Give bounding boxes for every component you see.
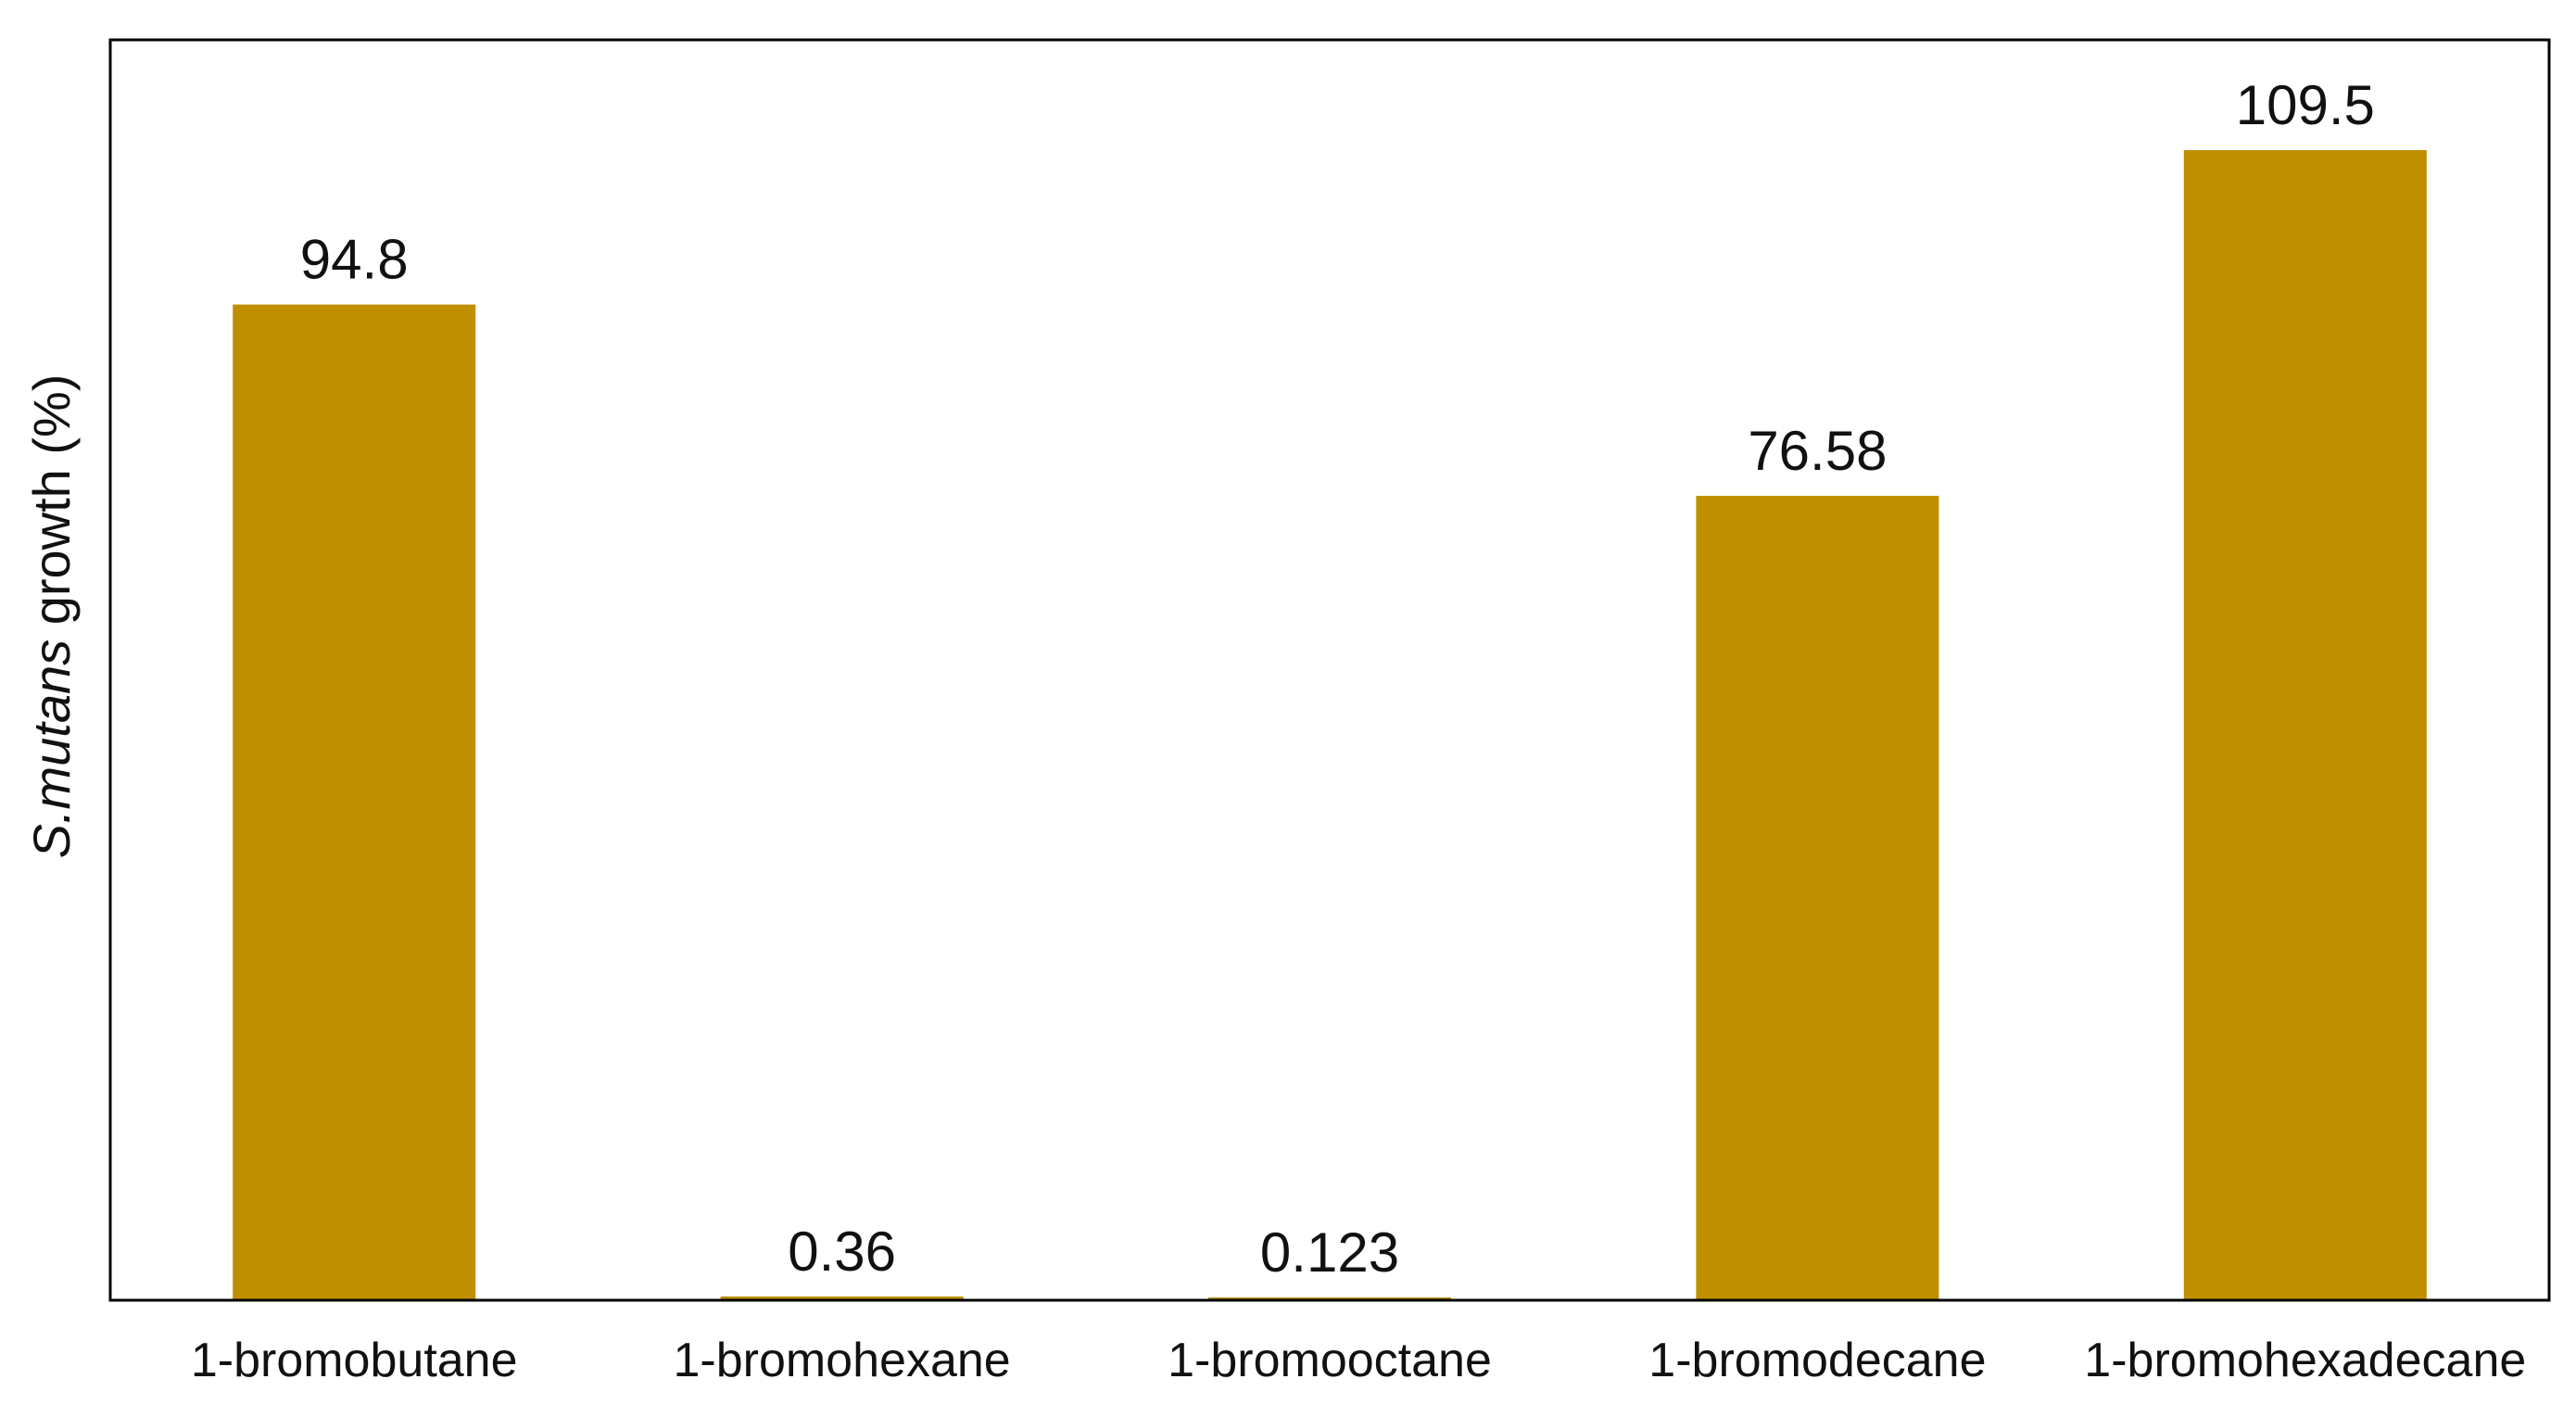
x-tick-label-1-bromohexadecane: 1-bromohexadecane <box>2084 1334 2526 1387</box>
x-tick-label-1-bromohexane: 1-bromohexane <box>673 1334 1010 1387</box>
x-tick-label-1-bromodecane: 1-bromodecane <box>1648 1334 1986 1387</box>
labels-layer: 94.8 1-bromobutane 0.36 1-bromohexane 0.123 1… <box>191 74 2526 1387</box>
plot-frame <box>108 38 2551 1302</box>
x-tick-label-1-bromooctane: 1-bromooctane <box>1168 1334 1492 1387</box>
value-label-1-bromooctane: 0.123 <box>1260 1221 1399 1284</box>
bar-1-bromodecane <box>1696 496 1939 1300</box>
bar-1-bromohexane <box>720 1296 964 1300</box>
bars-layer <box>233 150 2427 1301</box>
y-axis-title: S.mutans growth (%) <box>22 374 81 859</box>
x-tick-label-1-bromobutane: 1-bromobutane <box>191 1334 518 1387</box>
value-label-1-bromodecane: 76.58 <box>1748 420 1887 482</box>
value-label-1-bromobutane: 94.8 <box>300 229 409 291</box>
y-axis-title-italic: S.mutans <box>22 639 81 859</box>
value-label-1-bromohexane: 0.36 <box>788 1221 896 1283</box>
bar-1-bromobutane <box>233 304 476 1301</box>
y-axis-title-rest: growth (%) <box>22 374 81 639</box>
bar-1-bromohexadecane <box>2183 150 2427 1300</box>
value-label-1-bromohexadecane: 109.5 <box>2236 74 2375 136</box>
